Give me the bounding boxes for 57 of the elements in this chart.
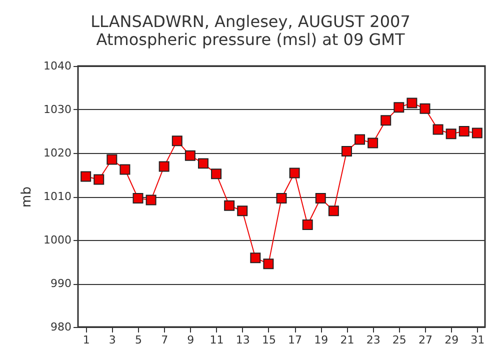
x-tick-label: 25 [392,334,406,346]
point [198,158,208,169]
y-axis-title: mb [20,186,35,208]
x-tick-label: 7 [161,334,168,346]
y-tick-label: 990 [50,277,72,290]
x-tick-label: 29 [444,334,459,346]
point [80,171,92,182]
point [250,252,261,264]
point [328,206,339,216]
x-tick-label: 21 [340,334,354,346]
point [224,200,235,211]
x-tick-label: 27 [418,334,432,346]
point [394,102,404,113]
point [380,115,392,126]
point [132,192,144,204]
x-tick-label: 11 [210,334,224,346]
point [237,206,248,216]
point [354,134,366,145]
x-tick-label: 1 [82,334,90,346]
point [184,150,196,161]
y-tick-label: 1000 [44,234,72,246]
point [172,136,182,146]
y-tick-label: 1040 [44,60,72,72]
point [94,174,104,185]
point [472,128,482,138]
point [446,128,456,140]
x-tick-label: 19 [314,334,328,346]
point [458,126,470,136]
chart-title: LLANSADWRN, Anglesey, AUGUST 2007 [90,12,410,31]
point [263,258,274,270]
x-tick-label: 31 [470,334,485,346]
point [341,146,352,157]
point [406,98,418,108]
x-tick-label: 3 [108,334,116,346]
y-tick-label: 1010 [44,190,72,203]
point [120,164,130,175]
y-tick-label: 1030 [44,103,72,116]
point [146,194,156,206]
point [211,168,222,180]
point [106,154,118,165]
y-tick-label: 980 [50,320,72,334]
x-tick-label: 5 [135,334,142,346]
point [276,192,287,204]
point [289,168,300,178]
x-tick-label: 17 [288,334,302,346]
x-tick-label: 23 [366,334,380,346]
chart-subtitle: Atmospheric pressure (msl) at 09 GMT [96,30,405,49]
point [302,220,313,230]
point [158,161,170,172]
y-tick-label: 1020 [44,146,72,160]
point [420,103,430,114]
x-tick-label: 15 [262,334,276,346]
point [315,192,326,204]
x-tick-label: 9 [187,334,194,346]
x-tick-label: 13 [236,334,250,346]
point [368,138,378,148]
point [432,124,444,135]
